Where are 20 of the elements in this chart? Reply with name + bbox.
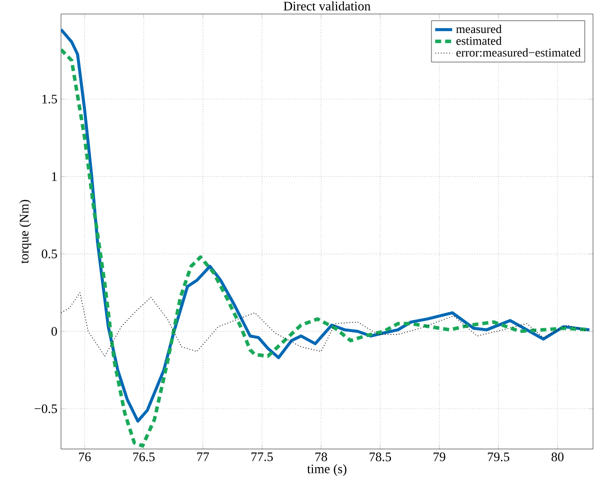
chart-title: Direct validation xyxy=(284,1,371,10)
y-axis-title: torque (Nm) xyxy=(19,200,32,264)
y-tick-label: 0 xyxy=(52,326,57,336)
legend-label: error:measured−estimated xyxy=(456,48,581,57)
x-tick-label: 76.5 xyxy=(133,452,155,462)
x-tick-label: 79.5 xyxy=(488,452,510,462)
legend-label: measured xyxy=(456,24,502,34)
x-tick-label: 76 xyxy=(79,452,91,462)
x-tick-label: 78 xyxy=(315,452,328,462)
y-tick-label: 0.5 xyxy=(42,250,57,258)
y-tick-label: 1.5 xyxy=(42,94,57,104)
x-tick-label: 78.5 xyxy=(370,452,392,462)
x-tick-label: 79 xyxy=(434,452,446,462)
x-tick-label: 77.5 xyxy=(252,452,273,462)
x-tick-label: 77 xyxy=(197,452,209,461)
x-axis-title: time (s) xyxy=(307,464,346,476)
y-tick-label: −0.5 xyxy=(34,404,57,414)
legend-label: estimated xyxy=(456,36,502,45)
y-tick-label: 1 xyxy=(52,172,57,181)
x-tick-label: 80 xyxy=(552,452,564,462)
